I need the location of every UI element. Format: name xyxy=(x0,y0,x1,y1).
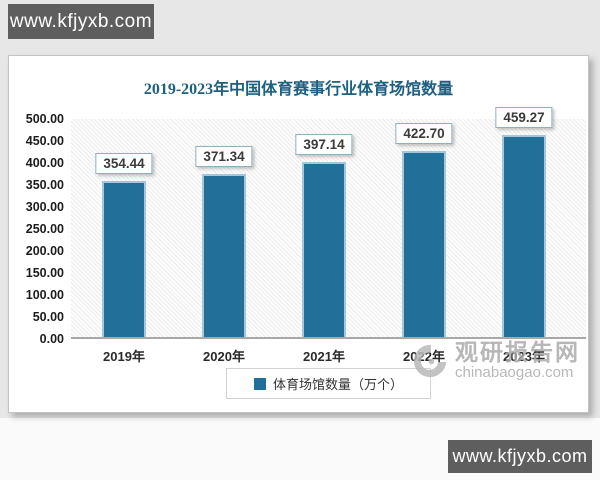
value-label: 459.27 xyxy=(495,106,553,128)
bar xyxy=(102,181,146,337)
bar-group: 371.34 xyxy=(195,117,253,337)
y-tick-label: 300.00 xyxy=(25,200,64,214)
x-axis: 2019年 2020年 2021年 2022年 2023年 xyxy=(71,346,586,364)
y-tick-label: 400.00 xyxy=(25,156,64,170)
bar-group: 459.27 xyxy=(495,106,553,337)
chart-title: 2019-2023年中国体育赛事行业体育场馆数量 xyxy=(143,81,454,98)
x-tick-label: 2023年 xyxy=(503,349,545,364)
legend-label: 体育场馆数量（万个） xyxy=(272,377,403,392)
value-label: 354.44 xyxy=(95,153,153,174)
x-tick-label: 2020年 xyxy=(203,349,245,364)
bar-group: 354.44 xyxy=(95,117,153,337)
x-tick-label: 2021年 xyxy=(303,349,345,364)
site-url-text: www.kfjyxb.com xyxy=(9,10,153,32)
brand-name: 观研报告网 xyxy=(455,339,580,365)
x-tick-label: 2019年 xyxy=(103,349,145,364)
y-tick-label: 0.00 xyxy=(39,332,64,346)
site-url-badge-top: www.kfjyxb.com xyxy=(8,4,154,39)
brand-domain: chinabaogao.com xyxy=(455,364,574,381)
y-tick-label: 450.00 xyxy=(25,134,64,148)
bars-layer: 354.44 371.34 397.14 422.70 459.27 xyxy=(71,106,586,337)
bar xyxy=(402,151,446,337)
y-tick-label: 150.00 xyxy=(25,266,64,280)
bar xyxy=(502,134,546,337)
site-url-badge-bottom: www.kfjyxb.com xyxy=(448,440,592,473)
chart-card: 2019-2023年中国体育赛事行业体育场馆数量 500.00 450.00 400… xyxy=(8,55,589,413)
y-axis: 500.00 450.00 400.00 350.00 300.00 250.00 200.… xyxy=(9,112,64,346)
y-tick-label: 500.00 xyxy=(25,112,64,126)
bar xyxy=(302,162,346,337)
plot-area: 354.44 371.34 397.14 422.70 459.27 xyxy=(71,106,586,339)
value-label: 371.34 xyxy=(195,145,253,167)
value-label: 422.70 xyxy=(395,123,453,144)
site-url-text: www.kfjyxb.com xyxy=(452,446,588,466)
bar xyxy=(202,173,246,337)
bar-group: 422.70 xyxy=(395,117,453,337)
brand-watermark: 观研报告网 chinabaogao.com xyxy=(409,340,589,381)
legend-box: 体育场馆数量（万个） xyxy=(225,368,431,399)
y-tick-label: 200.00 xyxy=(25,244,64,258)
brand-text: 观研报告网 chinabaogao.com xyxy=(455,340,580,381)
y-tick-label: 50.00 xyxy=(32,310,64,324)
legend-row: 体育场馆数量（万个） xyxy=(71,368,586,399)
value-label: 397.14 xyxy=(295,134,353,156)
bar-group: 397.14 xyxy=(295,117,353,337)
x-tick-label: 2022年 xyxy=(403,349,445,364)
y-tick-label: 350.00 xyxy=(25,178,64,192)
y-tick-label: 100.00 xyxy=(25,288,64,302)
legend-swatch-icon xyxy=(253,377,266,390)
swirl-g-icon xyxy=(413,344,447,377)
y-tick-label: 250.00 xyxy=(25,222,64,236)
